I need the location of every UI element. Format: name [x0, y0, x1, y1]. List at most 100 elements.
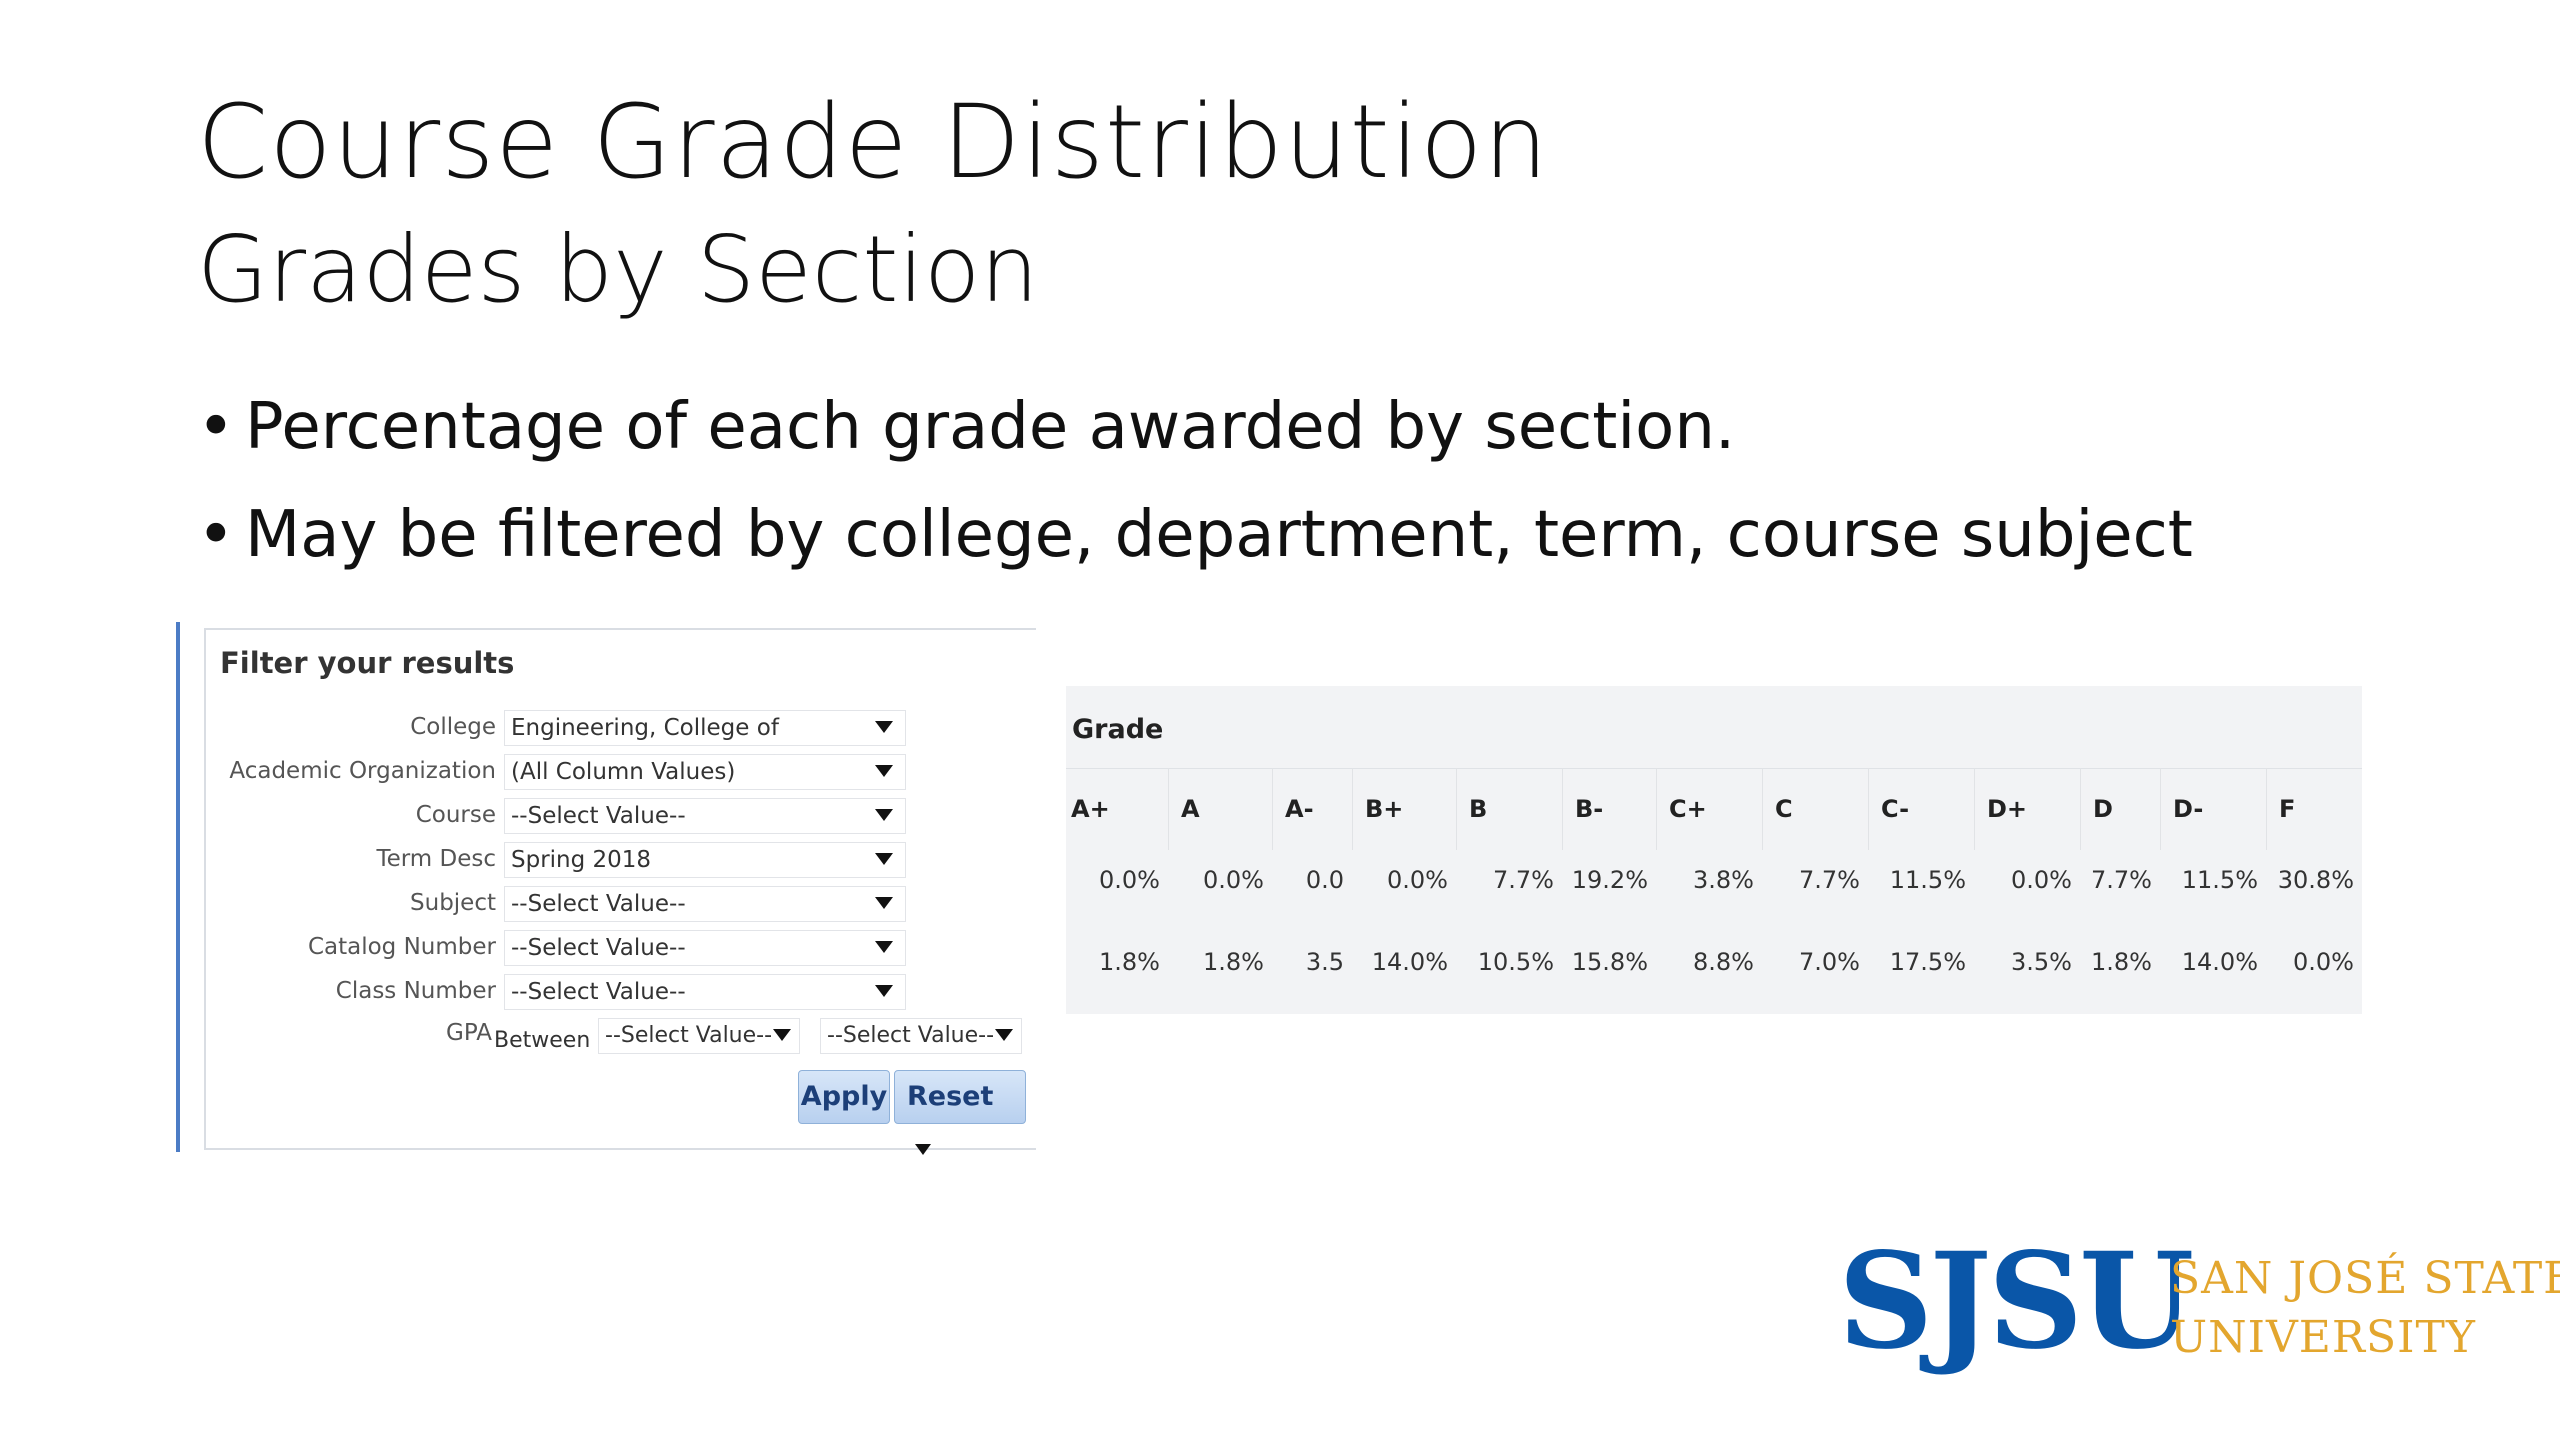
table-cell: 3.5%: [2011, 948, 2072, 976]
grade-table-header: Grade: [1066, 686, 2362, 769]
sjsu-logo-text: SAN JOSÉ STATE UNIVERSITY: [2170, 1250, 2560, 1368]
course-select[interactable]: --Select Value--: [504, 798, 906, 834]
table-cell: 15.8%: [1571, 948, 1648, 976]
table-cell: 8.8%: [1693, 948, 1754, 976]
table-row: 1.8% 1.8% 3.5 14.0% 10.5% 15.8% 8.8% 7.0…: [1066, 932, 2362, 992]
filter-row-term-desc: Term Desc Spring 2018: [206, 842, 1036, 880]
table-cell: 7.7%: [2091, 866, 2152, 894]
term-desc-select-value: Spring 2018: [511, 847, 652, 873]
filter-row-course: Course --Select Value--: [206, 798, 1036, 836]
chevron-down-icon[interactable]: [875, 765, 893, 777]
grade-table-title: Grade: [1072, 714, 1164, 745]
column-header-d-plus: D+: [1974, 768, 2080, 850]
subject-select[interactable]: --Select Value--: [504, 886, 906, 922]
reset-button-label: Reset: [907, 1081, 994, 1112]
bullet-list: • Percentage of each grade awarded by sec…: [197, 395, 2193, 611]
gpa-to-select[interactable]: --Select Value--: [820, 1018, 1022, 1054]
table-cell: 19.2%: [1571, 866, 1648, 894]
table-cell: 17.5%: [1889, 948, 1966, 976]
column-header-c: C: [1762, 768, 1868, 850]
bullet-item: • Percentage of each grade awarded by sec…: [197, 395, 2193, 459]
filter-box: Filter your results College Engineering,…: [204, 628, 1036, 1150]
grade-column-header-row: A+ A A- B+ B B- C+ C C- D+ D D- F: [1066, 768, 2362, 850]
gpa-between-label: Between: [494, 1028, 591, 1053]
chevron-down-icon[interactable]: [875, 897, 893, 909]
subject-select-value: --Select Value--: [511, 891, 686, 917]
slide-title: Course Grade Distribution: [197, 83, 1549, 202]
chevron-down-icon[interactable]: [875, 721, 893, 733]
catalog-number-select[interactable]: --Select Value--: [504, 930, 906, 966]
table-cell: 7.0%: [1799, 948, 1860, 976]
reset-button[interactable]: Reset: [894, 1070, 1026, 1155]
college-select[interactable]: Engineering, College of: [504, 710, 906, 746]
table-cell: 3.8%: [1693, 866, 1754, 894]
table-cell: 0.0%: [2293, 948, 2354, 976]
table-cell: 30.8%: [2277, 866, 2354, 894]
chevron-down-icon[interactable]: [875, 853, 893, 865]
chevron-down-icon[interactable]: [875, 941, 893, 953]
table-cell: 11.5%: [2181, 866, 2258, 894]
chevron-down-icon[interactable]: [773, 1029, 791, 1041]
gpa-from-select[interactable]: --Select Value--: [598, 1018, 800, 1054]
column-header-c-minus: C-: [1868, 768, 1974, 850]
filter-accent-bar: [176, 622, 180, 1152]
table-cell: 3.5: [1305, 948, 1344, 976]
gpa-label: GPA: [446, 1020, 492, 1046]
catalog-number-select-value: --Select Value--: [511, 935, 686, 961]
logo-line-1: SAN JOSÉ STATE: [2170, 1253, 2560, 1304]
class-number-select[interactable]: --Select Value--: [504, 974, 906, 1010]
chevron-down-icon[interactable]: [915, 1144, 931, 1155]
column-header-a-plus: A+: [1066, 768, 1168, 850]
table-cell: 7.7%: [1799, 866, 1860, 894]
class-number-select-value: --Select Value--: [511, 979, 686, 1005]
academic-organization-select[interactable]: (All Column Values): [504, 754, 906, 790]
slide-subtitle: Grades by Section: [197, 216, 1039, 323]
filter-panel: Filter your results College Engineering,…: [176, 622, 1036, 1152]
filter-row-subject: Subject --Select Value--: [206, 886, 1036, 924]
gpa-to-select-value: --Select Value--: [827, 1023, 995, 1048]
bullet-text: May be filtered by college, department, …: [245, 498, 2193, 572]
column-header-f: F: [2266, 768, 2362, 850]
bullet-dot-icon: •: [197, 498, 235, 572]
column-header-b: B: [1456, 768, 1562, 850]
filter-row-class-number: Class Number --Select Value--: [206, 974, 1036, 1012]
academic-organization-select-value: (All Column Values): [511, 759, 736, 785]
chevron-down-icon[interactable]: [995, 1029, 1013, 1041]
gpa-from-select-value: --Select Value--: [605, 1023, 773, 1048]
table-cell: 0.0%: [1099, 866, 1160, 894]
table-cell: 1.8%: [1099, 948, 1160, 976]
column-header-b-plus: B+: [1352, 768, 1456, 850]
apply-button[interactable]: Apply: [798, 1070, 890, 1124]
table-cell: 1.8%: [1203, 948, 1264, 976]
chevron-down-icon[interactable]: [875, 809, 893, 821]
table-cell: 10.5%: [1477, 948, 1554, 976]
table-cell: 0.0%: [2011, 866, 2072, 894]
course-label: Course: [415, 802, 496, 828]
table-cell: 0.0%: [1203, 866, 1264, 894]
column-header-c-plus: C+: [1656, 768, 1762, 850]
filter-title: Filter your results: [220, 646, 515, 680]
academic-organization-label: Academic Organization: [229, 758, 496, 784]
table-cell: 11.5%: [1889, 866, 1966, 894]
table-row: 0.0% 0.0% 0.0 0.0% 7.7% 19.2% 3.8% 7.7% …: [1066, 850, 2362, 910]
chevron-down-icon[interactable]: [875, 985, 893, 997]
table-cell: 14.0%: [2181, 948, 2258, 976]
table-cell: 7.7%: [1493, 866, 1554, 894]
subject-label: Subject: [410, 890, 496, 916]
column-header-d-minus: D-: [2160, 768, 2266, 850]
grade-table: Grade A+ A A- B+ B B- C+ C C- D+ D D- F …: [1066, 686, 2362, 1014]
bullet-dot-icon: •: [197, 390, 235, 464]
column-header-d: D: [2080, 768, 2160, 850]
college-select-value: Engineering, College of: [511, 715, 779, 741]
catalog-number-label: Catalog Number: [307, 934, 496, 960]
sjsu-logo-mark: SJSU: [1838, 1224, 2194, 1379]
college-label: College: [410, 714, 496, 740]
term-desc-label: Term Desc: [376, 846, 496, 872]
filter-row-catalog-number: Catalog Number --Select Value--: [206, 930, 1036, 968]
filter-row-academic-organization: Academic Organization (All Column Values…: [206, 754, 1036, 792]
column-header-a-minus: A-: [1272, 768, 1352, 850]
filter-row-gpa: GPA Between --Select Value-- - --Select …: [206, 1018, 1036, 1056]
bullet-text: Percentage of each grade awarded by sect…: [245, 390, 1736, 464]
term-desc-select[interactable]: Spring 2018: [504, 842, 906, 878]
column-header-a: A: [1168, 768, 1272, 850]
